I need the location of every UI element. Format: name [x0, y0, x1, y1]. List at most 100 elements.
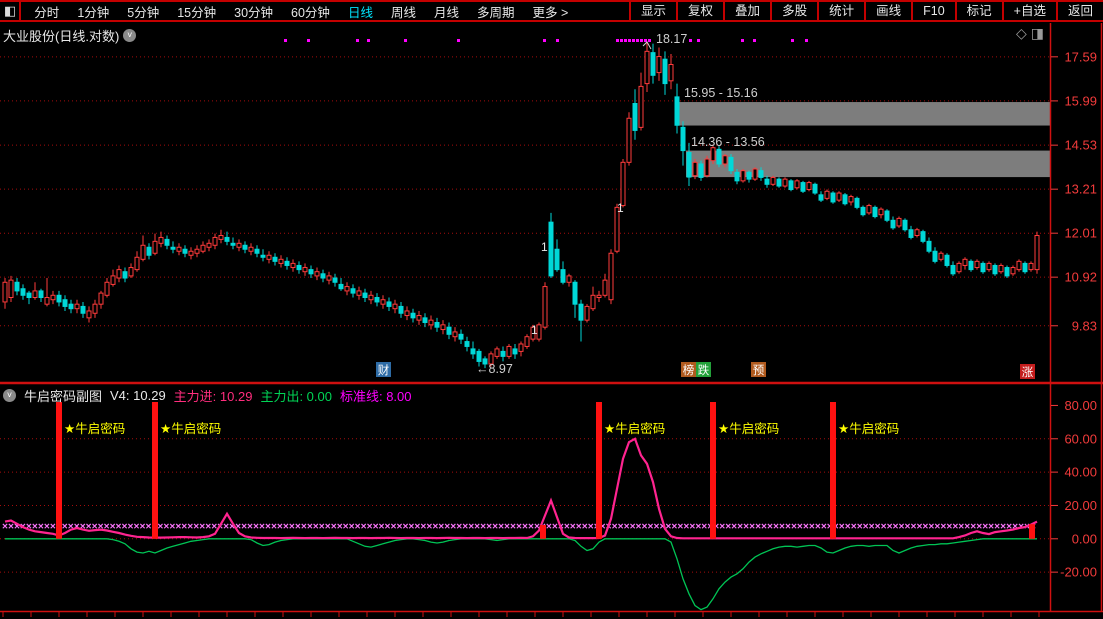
candle-body [506, 345, 512, 357]
candle-body [596, 294, 602, 299]
tab-period-日线[interactable]: 日线 [347, 5, 373, 20]
candle-body [56, 294, 62, 303]
candle-body [998, 264, 1004, 273]
candle-body [368, 294, 374, 301]
menu-+自选[interactable]: +自选 [1001, 2, 1056, 20]
axis-label: 13.21 [1064, 182, 1097, 197]
sub-y-axis: 80.00 60.00 40.00 20.00 0.00 -20.00 [1051, 398, 1097, 580]
collapse-chevron-icon[interactable]: ˅ [3, 389, 16, 402]
signal-dot [356, 39, 359, 42]
candle-body [206, 242, 212, 248]
count-mark: 1 [531, 323, 538, 337]
event-tag[interactable]: 财 [376, 362, 391, 377]
menu-标记[interactable]: 标记 [954, 2, 1002, 20]
menu-多股[interactable]: 多股 [770, 2, 817, 20]
top-toolbar: ◧ 分时 1分钟 5分钟 15分钟 30分钟 60分钟 日线 周线 月线 多周期 更多 > 显示 复权… [0, 0, 1103, 22]
candle-body [674, 96, 680, 126]
candle-body [932, 250, 938, 262]
tab-period-分时[interactable]: 分时 [34, 5, 60, 20]
event-tag[interactable]: 涨 [1020, 364, 1035, 379]
candle-body [38, 290, 44, 299]
collapse-chevron-icon[interactable]: ˅ [123, 29, 137, 42]
signal-bar [710, 402, 716, 539]
candle-body [296, 264, 302, 271]
tab-period-周线[interactable]: 周线 [390, 5, 416, 20]
signal-bar [596, 402, 602, 539]
candle-body [956, 262, 962, 273]
event-tag[interactable]: 榜 [681, 362, 696, 377]
price-annotation: ←8.97 [476, 362, 513, 376]
signal-dot [741, 39, 744, 42]
menu-画线[interactable]: 画线 [864, 2, 911, 20]
candle-body [656, 56, 662, 74]
signal-dot [284, 39, 287, 42]
candle-body [602, 279, 608, 296]
supply-zone-box [679, 102, 1050, 126]
indicator-name[interactable]: 牛启密码副图 [24, 389, 103, 404]
signal-dot [307, 39, 310, 42]
candle-body [380, 299, 386, 305]
candle-body [152, 240, 158, 254]
menu-显示[interactable]: 显示 [629, 2, 676, 20]
candle-body [560, 269, 566, 283]
annotation-leader-line [642, 41, 652, 50]
candle-body [98, 292, 104, 305]
menu-统计[interactable]: 统计 [817, 2, 864, 20]
candle-body [200, 244, 206, 252]
candle-body [314, 271, 320, 277]
tab-period-月线[interactable]: 月线 [433, 5, 459, 20]
event-tag-label: 财 [378, 363, 390, 377]
candle-body [470, 348, 476, 355]
diamond-icon[interactable]: ◇ [1016, 25, 1027, 41]
candle-body [542, 286, 548, 328]
candle-body [182, 248, 188, 254]
menu-返回[interactable]: 返回 [1055, 2, 1103, 20]
candle-body [218, 235, 224, 240]
tab-period-多周期[interactable]: 多周期 [476, 5, 515, 20]
candle-body [752, 168, 758, 180]
tab-period-30分钟[interactable]: 30分钟 [234, 5, 274, 20]
menu-F10[interactable]: F10 [911, 2, 955, 20]
window-split-icon[interactable]: ◧ [4, 3, 17, 18]
signal-dot [636, 39, 639, 42]
pane-layout-icon[interactable]: ◨ [1030, 25, 1045, 41]
candle-body [14, 281, 20, 292]
signal-dot [753, 39, 756, 42]
indicator-zhulijin-value: 主力进: 10.29 [173, 389, 253, 404]
menu-叠加[interactable]: 叠加 [723, 2, 770, 20]
candle-body [404, 310, 410, 317]
candle-body [632, 103, 638, 131]
menu-复权[interactable]: 复权 [676, 2, 723, 20]
candle-body [398, 305, 404, 314]
candle-body [524, 336, 530, 347]
signal-dot [404, 39, 407, 42]
candle-body [284, 260, 290, 266]
candle-body [668, 64, 674, 82]
candle-body [584, 305, 590, 321]
candle-body [962, 258, 968, 266]
tab-period-5分钟[interactable]: 5分钟 [127, 5, 160, 20]
tab-period-60分钟[interactable]: 60分钟 [291, 5, 330, 20]
candle-body [860, 206, 866, 216]
candle-body [494, 348, 500, 357]
axis-label: 60.00 [1064, 431, 1097, 446]
candle-body [320, 273, 326, 279]
candle-body [362, 292, 368, 299]
candle-body [908, 229, 914, 238]
candle-body [770, 176, 776, 185]
candle-body [734, 171, 740, 182]
candle-body [164, 238, 170, 246]
candle-body [512, 348, 518, 355]
tab-period-15分钟[interactable]: 15分钟 [177, 5, 217, 20]
tab-period-更多 >[interactable]: 更多 > [532, 5, 569, 20]
indicator-zhulichu-value: 主力出: 0.00 [260, 389, 332, 404]
signal-bars: ★牛启密码 ★牛启密码 ★牛启密码 ★牛启密码 ★牛启密码 [56, 402, 1035, 539]
candle-body [1010, 267, 1016, 275]
tab-period-1分钟[interactable]: 1分钟 [77, 5, 110, 20]
event-tag[interactable]: 预 [751, 362, 766, 377]
event-tag[interactable]: 跌 [696, 362, 711, 377]
candle-body [992, 264, 998, 275]
candle-body [974, 260, 980, 269]
candle-body [926, 240, 932, 252]
